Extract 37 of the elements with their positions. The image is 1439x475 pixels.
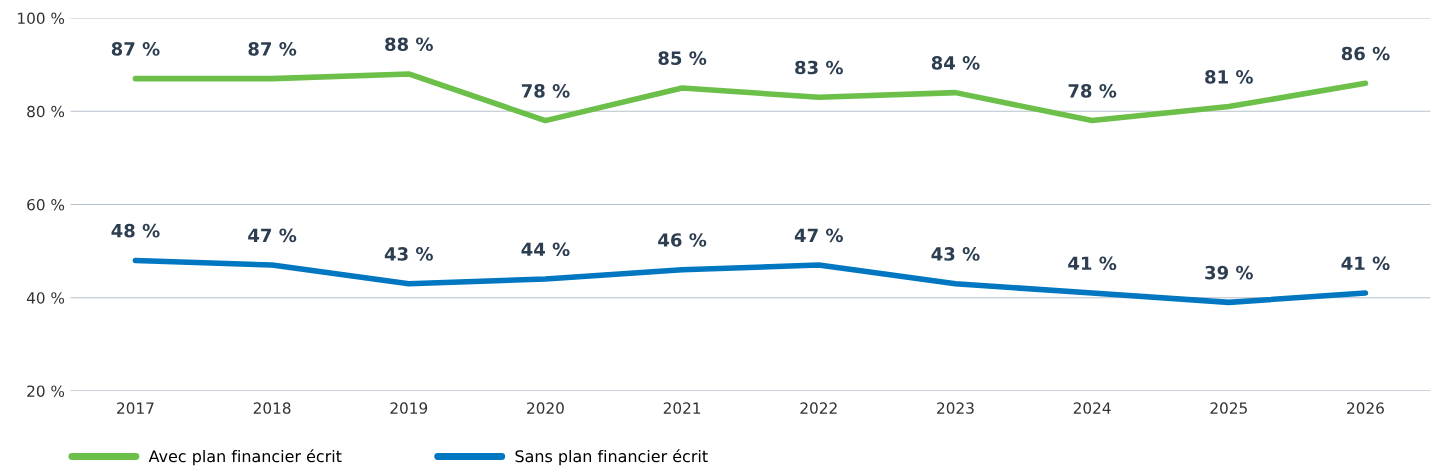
x-tick-label: 2017 (117, 402, 154, 414)
data-label: 43 % (384, 247, 433, 261)
x-tick-label: 2021 (663, 402, 701, 414)
data-label: 47 % (248, 228, 297, 243)
data-label: 88 % (385, 37, 433, 52)
x-tick-label: 2022 (800, 402, 837, 414)
data-label: 41 % (1068, 256, 1117, 271)
data-label: 39 % (1205, 265, 1253, 280)
legend-label: Avec plan financier écrit (148, 449, 342, 466)
y-tick-label: 100 % (18, 12, 65, 25)
x-tick-label: 2025 (1210, 402, 1247, 414)
data-label: 86 % (1341, 46, 1390, 61)
data-label: 43 % (931, 247, 980, 261)
x-tick-label: 2020 (527, 402, 564, 414)
x-tick-label: 2019 (390, 402, 428, 414)
data-label: 85 % (658, 51, 707, 66)
data-label: 41 % (1341, 256, 1390, 271)
data-label: 87 % (111, 42, 160, 56)
y-tick-label: 20 % (27, 385, 65, 397)
data-label: 81 % (1205, 70, 1253, 84)
data-label: 78 % (1068, 83, 1117, 98)
y-tick-label: 80 % (27, 105, 65, 118)
data-label: 47 % (794, 228, 843, 243)
x-tick-label: 2023 (937, 402, 974, 414)
x-tick-label: 2026 (1347, 402, 1384, 414)
data-label: 87 % (248, 42, 297, 56)
data-label: 44 % (521, 242, 570, 257)
data-label: 46 % (658, 233, 707, 247)
y-tick-label: 60 % (27, 198, 65, 211)
data-label: 84 % (931, 56, 980, 70)
data-label: 83 % (795, 60, 843, 75)
x-tick-label: 2018 (253, 402, 291, 414)
x-tick-label: 2024 (1073, 402, 1111, 414)
legend-label: Sans plan financier écrit (515, 449, 708, 466)
y-tick-label: 40 % (26, 292, 65, 304)
data-label: 48 % (111, 223, 160, 238)
data-label: 78 % (521, 83, 570, 98)
